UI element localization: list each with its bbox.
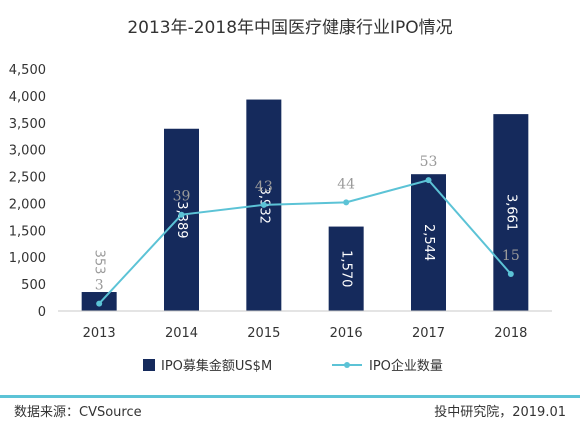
footer-source: 数据来源：CVSource bbox=[14, 405, 142, 420]
bar bbox=[328, 226, 364, 311]
y-axis: 0 500 1,000 1,500 2,000 2,500 3,000 3,500 4,000 4… bbox=[9, 63, 46, 320]
legend-line-label: IPO企业数量 bbox=[369, 358, 443, 374]
x-tick-label: 2018 bbox=[494, 326, 527, 341]
y-tick-label: 500 bbox=[21, 278, 46, 293]
line-value-label: 43 bbox=[255, 179, 273, 195]
line-value-label: 44 bbox=[337, 176, 355, 192]
x-axis: 2013 2014 2015 2016 2017 2018 bbox=[58, 310, 552, 341]
footer-divider bbox=[0, 395, 580, 398]
y-tick-label: 2,500 bbox=[9, 171, 46, 186]
x-tick-label: 2013 bbox=[83, 326, 116, 341]
y-tick-label: 1,000 bbox=[9, 251, 46, 266]
line-value-label: 53 bbox=[420, 154, 438, 170]
y-tick-label: 1,500 bbox=[9, 224, 46, 239]
y-tick-label: 4,000 bbox=[9, 90, 46, 105]
line-point bbox=[260, 201, 267, 208]
bar-value-label: 353 bbox=[92, 250, 107, 275]
x-tick-label: 2015 bbox=[247, 326, 280, 341]
bar-value-label: 1,570 bbox=[339, 250, 354, 287]
chart-title: 2013年-2018年中国医疗健康行业IPO情况 bbox=[127, 18, 452, 38]
line-point bbox=[178, 211, 185, 218]
line-value-label: 3 bbox=[95, 278, 104, 294]
y-tick-label: 3,000 bbox=[9, 144, 46, 159]
bar bbox=[411, 174, 446, 311]
legend: IPO募集金额US$M IPO企业数量 bbox=[143, 358, 443, 374]
footer-credit: 投中研究院，2019.01 bbox=[434, 404, 566, 420]
legend-bar-label: IPO募集金额US$M bbox=[161, 358, 272, 374]
line-point bbox=[96, 300, 103, 307]
line-value-label: 39 bbox=[173, 189, 191, 205]
x-tick-label: 2017 bbox=[412, 326, 445, 341]
bar bbox=[493, 114, 529, 311]
line-point bbox=[425, 177, 432, 184]
x-tick-label: 2014 bbox=[165, 326, 198, 341]
line-series: 3 39 43 44 53 15 bbox=[95, 154, 520, 307]
legend-bar-swatch bbox=[143, 359, 155, 371]
bar bbox=[164, 128, 199, 311]
y-tick-label: 3,500 bbox=[9, 117, 46, 132]
line-value-label: 15 bbox=[502, 248, 520, 264]
bar-value-label: 3,389 bbox=[174, 201, 189, 238]
y-tick-label: 4,500 bbox=[9, 63, 46, 78]
line-point bbox=[343, 199, 350, 206]
bar-value-label: 2,544 bbox=[421, 224, 436, 261]
line-path bbox=[98, 178, 512, 305]
y-tick-label: 2,000 bbox=[9, 197, 46, 212]
y-tick-label: 0 bbox=[38, 305, 46, 320]
legend-line-marker bbox=[344, 362, 350, 368]
x-tick-label: 2016 bbox=[330, 326, 363, 341]
line-point bbox=[507, 270, 514, 277]
bar-value-label: 3,661 bbox=[503, 194, 518, 231]
